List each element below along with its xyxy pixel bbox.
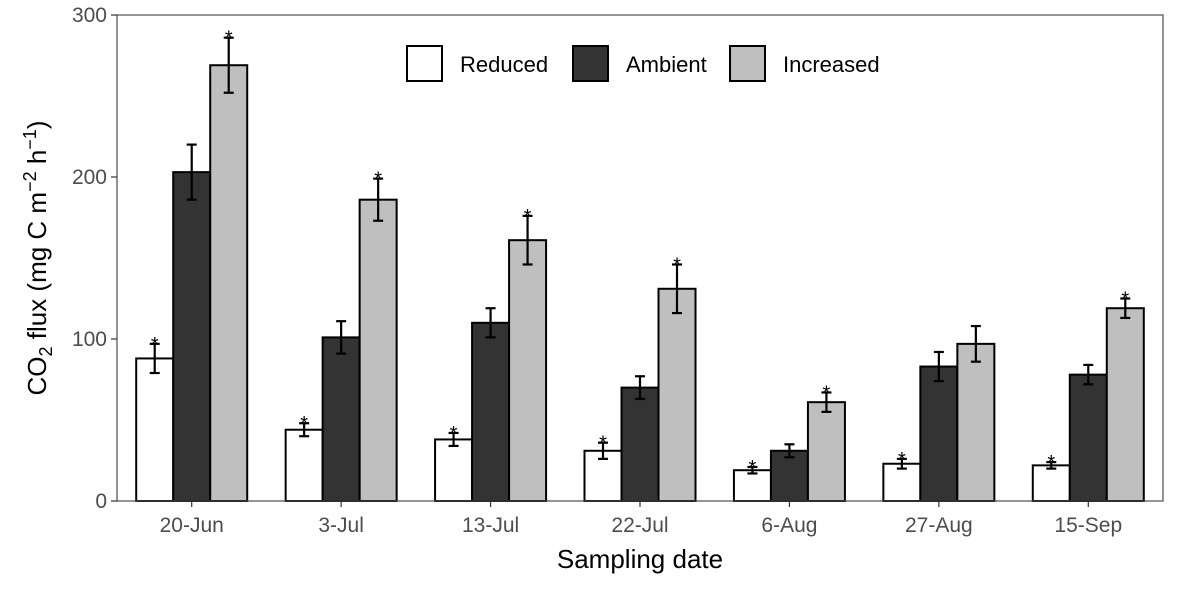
significance-mark-reduced-3-Jul: * — [300, 413, 308, 435]
error-bar-ambient-15-Sep — [1083, 363, 1094, 386]
error-bar-ambient-20-Jun — [186, 143, 197, 201]
y-axis: 0 100 200 300 — [72, 4, 117, 513]
legend-item-increased: Increased — [729, 45, 880, 82]
bars-layer — [135, 64, 1145, 503]
error-bar-reduced-13-Jul — [448, 431, 459, 448]
error-bars-layer — [149, 36, 1131, 475]
error-bar-ambient-3-Jul — [336, 320, 347, 355]
bar-ambient-3-Jul — [321, 336, 361, 502]
error-bar-reduced-27-Aug — [896, 457, 907, 470]
error-bar-reduced-22-Jul — [598, 441, 608, 460]
significance-mark-reduced-27-Aug: * — [898, 449, 906, 471]
y-axis-title: CO2 flux (mg C m−2 h−1) — [20, 120, 56, 395]
y-tick-label-300: 300 — [72, 4, 107, 27]
y-axis-title-superscript1: −2 — [20, 171, 40, 192]
error-bar-increased-13-Jul — [522, 214, 533, 266]
error-bar-increased-3-Jul — [373, 177, 384, 222]
bar-ambient-13-Jul — [471, 321, 511, 502]
y-axis-title-superscript2: −1 — [20, 129, 40, 150]
x-tick-label-20-Jun: 20-Jun — [160, 514, 224, 537]
bar-reduced-3-Jul — [284, 428, 324, 502]
bar-reduced-20-Jun — [135, 357, 175, 502]
error-bar-reduced-15-Sep — [1046, 461, 1057, 470]
y-axis-title-text3: ) — [22, 120, 52, 129]
legend: Reduced Ambient Increased — [406, 45, 880, 82]
y-axis-title-text1: flux (mg C m — [22, 192, 52, 347]
significance-mark-increased-20-Jun: * — [225, 28, 233, 50]
error-bar-ambient-22-Jul — [635, 375, 645, 401]
significance-marks-layer: * * * * * * * * * * * * * — [151, 28, 1130, 479]
y-axis-title-prefix: CO — [22, 357, 52, 396]
y-axis-title-subscript: 2 — [36, 346, 56, 356]
significance-mark-reduced-20-Jun: * — [151, 334, 159, 356]
x-tick-label-13-Jul: 13-Jul — [462, 514, 519, 537]
bar-reduced-15-Sep — [1031, 464, 1071, 502]
error-bar-ambient-27-Aug — [933, 350, 944, 383]
error-bar-ambient-13-Jul — [485, 307, 496, 339]
x-tick-label-27-Aug: 27-Aug — [905, 514, 973, 537]
error-bar-increased-27-Aug — [970, 324, 981, 363]
x-tick-label-22-Jul: 22-Jul — [611, 514, 668, 537]
x-tick-label-6-Aug: 6-Aug — [761, 514, 817, 537]
y-tick-label-0: 0 — [95, 490, 107, 513]
significance-mark-reduced-6-Aug: * — [749, 457, 757, 479]
bar-increased-27-Aug — [956, 342, 996, 502]
significance-mark-increased-15-Sep: * — [1121, 289, 1129, 311]
significance-mark-reduced-13-Jul: * — [450, 423, 458, 445]
legend-label-reduced: Reduced — [460, 52, 548, 77]
error-bar-reduced-3-Jul — [299, 422, 310, 438]
significance-mark-reduced-22-Jul: * — [599, 433, 607, 455]
error-bar-ambient-6-Aug — [784, 443, 795, 459]
x-tick-label-15-Sep: 15-Sep — [1054, 514, 1122, 537]
error-bar-reduced-20-Jun — [149, 342, 160, 375]
y-tick-label-200: 200 — [72, 166, 107, 189]
y-axis-title-text2: h — [22, 150, 52, 172]
bar-ambient-15-Sep — [1068, 373, 1108, 503]
error-bar-increased-22-Jul — [672, 263, 682, 315]
legend-label-increased: Increased — [783, 52, 880, 77]
significance-mark-increased-3-Jul: * — [374, 169, 382, 191]
significance-mark-reduced-15-Sep: * — [1047, 452, 1055, 474]
error-bar-reduced-6-Aug — [747, 465, 758, 475]
bar-increased-3-Jul — [358, 198, 398, 502]
error-bar-increased-6-Aug — [821, 391, 832, 413]
x-axis: 20-Jun 3-Jul 13-Jul 22-Jul 6-Aug 27-Aug 15-Sep — [160, 501, 1122, 537]
legend-label-ambient: Ambient — [626, 52, 707, 77]
error-bar-increased-20-Jun — [223, 36, 234, 94]
bar-increased-15-Sep — [1105, 307, 1145, 502]
bar-increased-20-Jun — [209, 64, 249, 502]
bar-reduced-13-Jul — [434, 438, 474, 503]
legend-swatch-ambient — [572, 45, 609, 82]
error-bar-increased-15-Sep — [1120, 297, 1131, 320]
bar-ambient-27-Aug — [919, 365, 959, 503]
bar-increased-13-Jul — [508, 239, 548, 502]
y-tick-label-100: 100 — [72, 328, 107, 351]
bar-increased-6-Aug — [806, 401, 846, 502]
legend-swatch-increased — [729, 45, 766, 82]
significance-mark-increased-6-Aug: * — [823, 382, 831, 404]
legend-item-ambient: Ambient — [572, 45, 707, 82]
bar-ambient-20-Jun — [172, 171, 212, 502]
x-axis-title: Sampling date — [557, 544, 723, 574]
significance-mark-increased-13-Jul: * — [524, 206, 532, 228]
legend-swatch-reduced — [406, 45, 443, 82]
bar-ambient-22-Jul — [620, 386, 660, 503]
bar-increased-22-Jul — [657, 287, 697, 502]
legend-item-reduced: Reduced — [406, 45, 548, 82]
x-tick-label-3-Jul: 3-Jul — [318, 514, 364, 537]
significance-mark-increased-22-Jul: * — [673, 254, 681, 276]
